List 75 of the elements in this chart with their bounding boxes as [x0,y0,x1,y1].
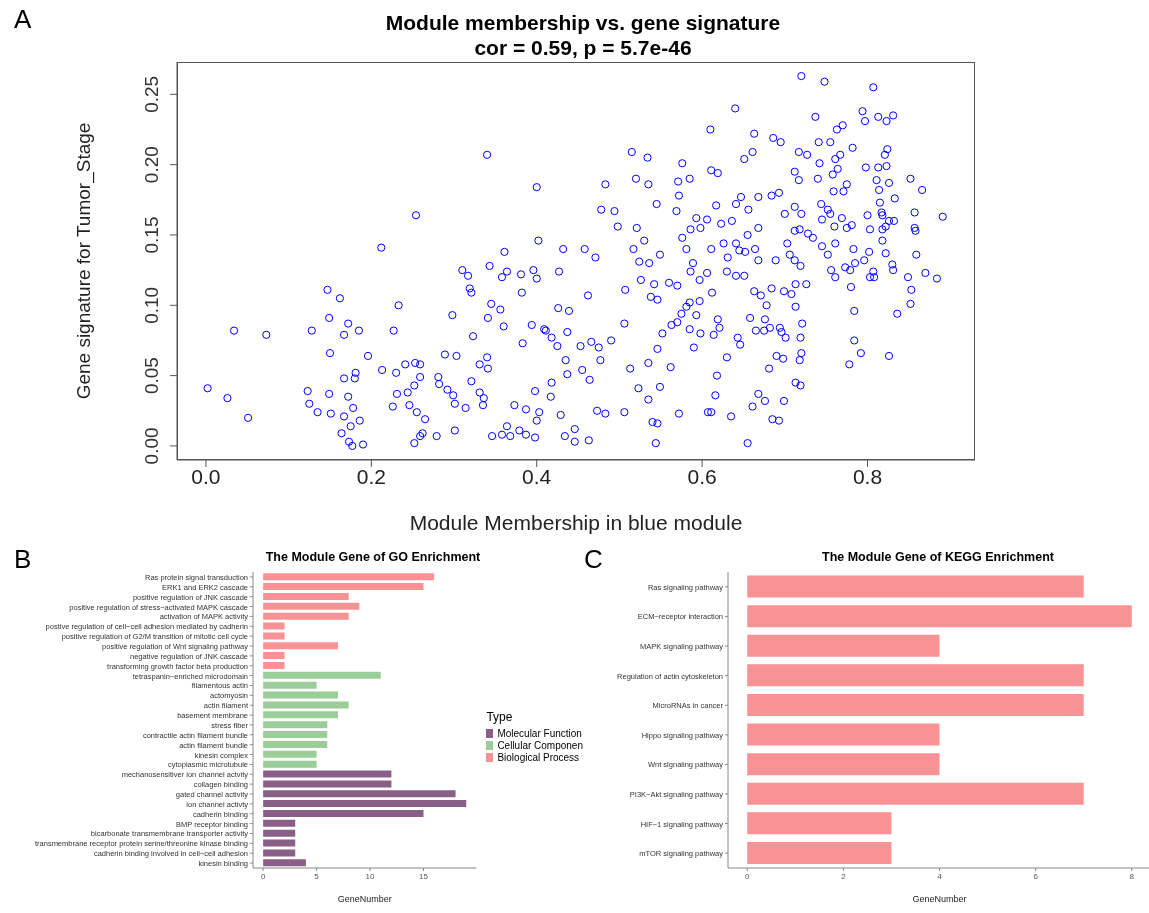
bar [263,661,285,669]
bar [263,573,435,581]
y-tick-label: 0.15 [141,216,162,254]
x-tick-label: 0 [745,871,750,881]
bar [747,664,1084,687]
chart-title: The Module Gene of GO Enrichment [264,550,482,564]
bar [263,780,392,788]
bar [747,723,940,746]
x-tick-label: 10 [365,871,376,881]
x-tick-label: 4 [937,871,943,881]
legend-label: Biological Process [496,752,581,763]
bar [747,693,1084,716]
bar [263,859,306,867]
bar [747,841,892,864]
bar [263,819,296,827]
bar [263,849,296,857]
x-tick-label: 8 [1129,871,1135,881]
bar [263,800,467,808]
x-tick-label: 0.8 [852,464,883,488]
x-tick-label: 0.2 [356,464,386,488]
bar [263,711,338,719]
bar [263,632,285,640]
bar [747,812,892,835]
x-tick-label: 0.4 [522,464,552,488]
bar [263,721,328,729]
bar [263,681,317,689]
bar [263,671,381,679]
bar [263,770,392,778]
bar [263,839,296,847]
bar [263,809,424,817]
x-tick-label: 15 [419,871,429,881]
x-tick-label: 0.0 [191,464,221,488]
y-tick-label: 0.05 [141,357,162,395]
bar [747,753,940,776]
y-tick-label: 0.10 [141,286,162,324]
bar [263,790,456,798]
y-tick-label: 0.00 [141,427,162,465]
chart-subtitle: cor = 0.59, p = 5.7e-46 [473,35,693,60]
bar [263,829,296,837]
x-axis-title: GeneNumber [912,894,967,904]
x-axis-title: Module Membership in blue module [409,511,743,534]
bar [263,731,328,739]
bar [263,701,349,709]
bar [263,642,338,650]
text: B [14,544,32,575]
x-tick-label: 5 [314,871,320,881]
bar [263,622,285,630]
bar [263,602,360,610]
x-axis-title: GeneNumber [337,894,392,904]
bar [747,605,1132,628]
chart-title: Module membership vs. gene signature [385,11,781,34]
bar [747,782,1084,805]
bar [263,750,317,758]
bar [263,652,285,660]
x-tick-label: 2 [841,871,847,881]
legend-label: Molecular Function [496,728,583,739]
bar [263,691,338,699]
legend-title: Type [486,710,514,724]
y-tick-label: 0.25 [141,75,162,113]
legend-label: Cellular Componen [496,740,583,751]
bar [747,634,940,657]
x-tick-label: 6 [1033,871,1039,881]
bar [263,583,424,591]
bar [263,612,349,620]
bar [747,575,1084,598]
text: A [14,4,32,35]
bar [263,592,349,600]
x-tick-label: 0 [260,871,266,881]
chart-title: The Module Gene of KEGG Enrichment [821,550,1055,564]
y-axis-title: Gene signature for Tumor_Stage [72,122,95,400]
bar [263,740,328,748]
x-tick-label: 0.6 [687,464,717,488]
bar [263,760,317,768]
text: C [584,544,603,575]
y-tick-label: 0.20 [141,146,162,184]
